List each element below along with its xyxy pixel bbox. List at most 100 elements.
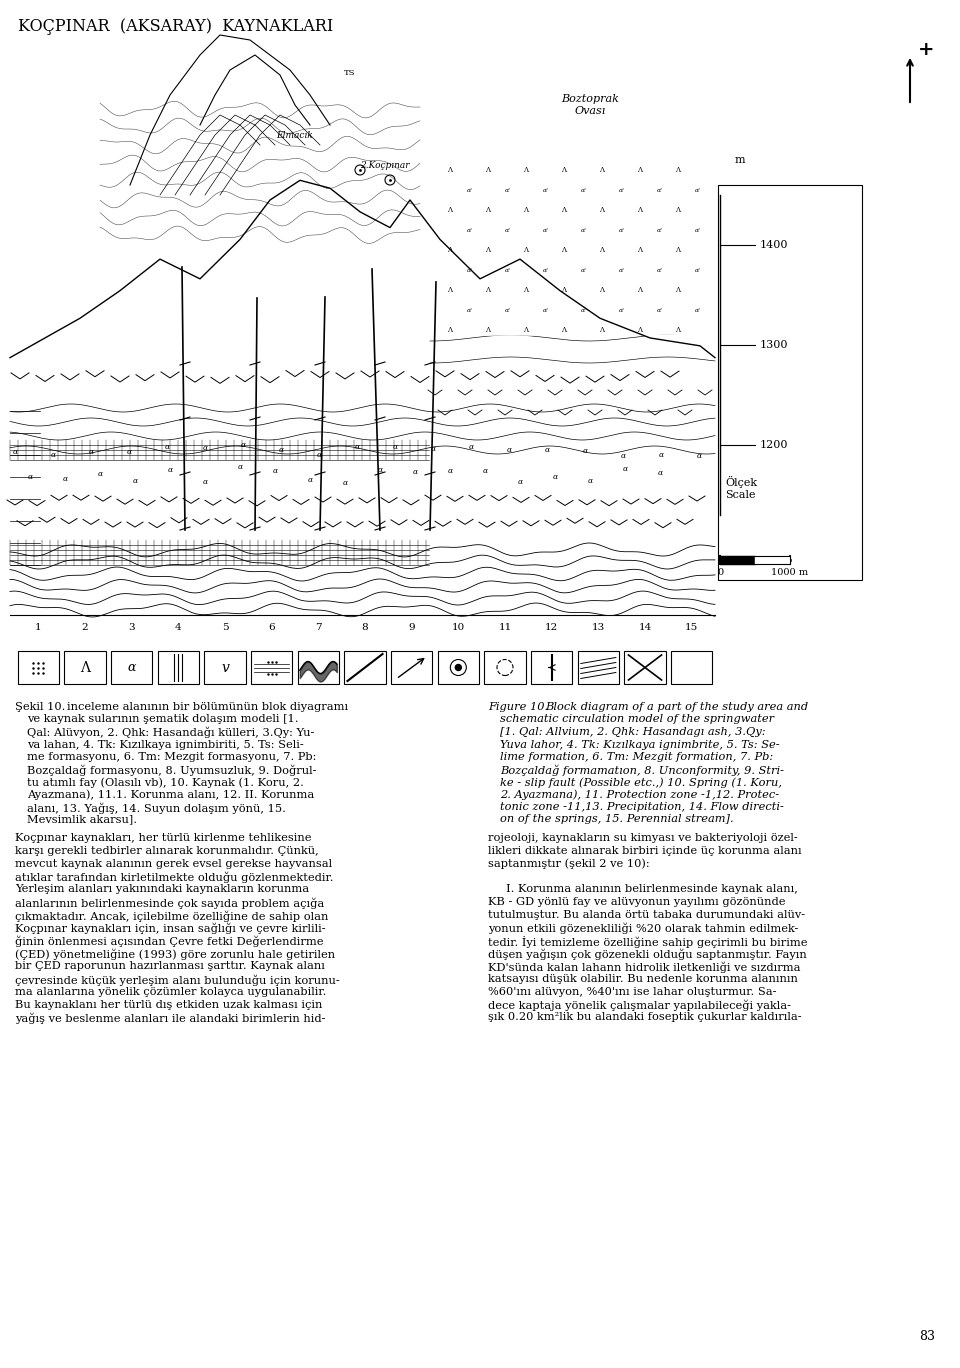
Text: Λ: Λ bbox=[599, 326, 605, 334]
Text: tutulmuştur. Bu alanda örtü tabaka durumundaki alüv-: tutulmuştur. Bu alanda örtü tabaka durum… bbox=[488, 910, 805, 921]
Text: Λ: Λ bbox=[486, 326, 491, 334]
Text: 8: 8 bbox=[362, 622, 369, 632]
Bar bbox=[10, 52, 820, 616]
Text: α': α' bbox=[505, 187, 511, 193]
Text: 12: 12 bbox=[545, 622, 559, 632]
Text: 1400: 1400 bbox=[760, 239, 788, 250]
Text: α': α' bbox=[581, 268, 587, 272]
Text: Bozçaldağ formasyonu, 8. Uyumsuzluk, 9. Doğrul-: Bozçaldağ formasyonu, 8. Uyumsuzluk, 9. … bbox=[27, 765, 317, 776]
Text: ve kaynak sularının şematik dolaşım modeli [1.: ve kaynak sularının şematik dolaşım mode… bbox=[27, 714, 299, 725]
Text: α: α bbox=[12, 449, 17, 456]
Text: Λ: Λ bbox=[637, 207, 642, 213]
Text: alanı, 13. Yağış, 14. Suyun dolaşım yönü, 15.: alanı, 13. Yağış, 14. Suyun dolaşım yönü… bbox=[27, 802, 286, 814]
Text: Λ: Λ bbox=[637, 246, 642, 254]
Text: Elmacık: Elmacık bbox=[276, 130, 313, 140]
Text: KB - GD yönlü fay ve alüvyonun yayılımı gözönünde: KB - GD yönlü fay ve alüvyonun yayılımı … bbox=[488, 897, 785, 907]
Bar bbox=[718, 185, 862, 580]
Text: α: α bbox=[273, 466, 277, 475]
Text: α: α bbox=[51, 451, 56, 460]
Text: Koçpınar kaynakları için, insan sağlığı ve çevre kirlili-: Koçpınar kaynakları için, insan sağlığı … bbox=[15, 923, 325, 934]
Text: I. Korunma alanının belirlenmesinde kaynak alanı,: I. Korunma alanının belirlenmesinde kayn… bbox=[488, 885, 798, 895]
Text: α': α' bbox=[543, 187, 549, 193]
Text: α': α' bbox=[467, 268, 473, 272]
Text: 1200: 1200 bbox=[760, 440, 788, 450]
Text: α: α bbox=[97, 471, 103, 479]
Text: Λ: Λ bbox=[562, 286, 566, 294]
Text: α: α bbox=[354, 443, 360, 451]
Text: schematic circulation model of the springwater: schematic circulation model of the sprin… bbox=[500, 714, 774, 725]
Text: Bu kaynaklanı her türlü dış etkiden uzak kalması için: Bu kaynaklanı her türlü dış etkiden uzak… bbox=[15, 1000, 323, 1010]
Text: saptanmıştır (şekil 2 ve 10):: saptanmıştır (şekil 2 ve 10): bbox=[488, 859, 650, 870]
Text: Λ: Λ bbox=[562, 246, 566, 254]
Text: α: α bbox=[127, 449, 132, 456]
Text: Λ: Λ bbox=[523, 207, 529, 213]
Text: α': α' bbox=[695, 268, 701, 272]
Text: Yerleşim alanları yakınındaki kaynakların korunma: Yerleşim alanları yakınındaki kaynakları… bbox=[15, 885, 309, 895]
Text: ke - slip fault (Possible etc.,) 10. Spring (1. Koru,: ke - slip fault (Possible etc.,) 10. Spr… bbox=[500, 777, 782, 788]
Text: Figure 10.: Figure 10. bbox=[488, 702, 548, 711]
Text: Λ: Λ bbox=[637, 166, 642, 174]
Bar bbox=[671, 651, 712, 684]
Text: 1000 m: 1000 m bbox=[772, 568, 808, 577]
Text: Boztoprak
Ovası: Boztoprak Ovası bbox=[561, 94, 619, 116]
Text: 2: 2 bbox=[82, 622, 88, 632]
Text: 7: 7 bbox=[315, 622, 322, 632]
Text: Λ: Λ bbox=[676, 286, 681, 294]
Text: ğinin önlenmesi açısından Çevre fetki Değerlendirme: ğinin önlenmesi açısından Çevre fetki De… bbox=[15, 936, 324, 947]
Text: v: v bbox=[221, 661, 228, 674]
Text: Λ: Λ bbox=[523, 326, 529, 334]
Text: α: α bbox=[468, 443, 473, 450]
Text: α: α bbox=[583, 447, 588, 456]
Text: α': α' bbox=[695, 308, 701, 312]
Bar bbox=[485, 651, 525, 684]
Text: α': α' bbox=[657, 268, 663, 272]
Text: α': α' bbox=[505, 308, 511, 312]
Text: α: α bbox=[517, 477, 522, 486]
Text: mevcut kaynak alanının gerek evsel gerekse hayvansal: mevcut kaynak alanının gerek evsel gerek… bbox=[15, 859, 332, 869]
Text: 14: 14 bbox=[638, 622, 652, 632]
Text: Λ: Λ bbox=[599, 166, 605, 174]
Text: α': α' bbox=[581, 187, 587, 193]
Text: 4: 4 bbox=[175, 622, 181, 632]
Text: Λ: Λ bbox=[486, 207, 491, 213]
Text: α': α' bbox=[619, 187, 625, 193]
Text: α: α bbox=[413, 468, 418, 476]
Text: Λ: Λ bbox=[523, 286, 529, 294]
Text: α': α' bbox=[543, 268, 549, 272]
Text: α: α bbox=[343, 479, 348, 487]
Text: tedir. İyi temizleme özelliğine sahip geçirimli bu birime: tedir. İyi temizleme özelliğine sahip ge… bbox=[488, 936, 807, 948]
Text: α: α bbox=[393, 443, 397, 451]
Text: α': α' bbox=[619, 227, 625, 233]
Text: Koçpınar kaynakları, her türlü kirlenme tehlikesine: Koçpınar kaynakları, her türlü kirlenme … bbox=[15, 833, 311, 843]
Text: α: α bbox=[307, 476, 313, 484]
Text: Qal: Alüvyon, 2. Qhk: Hasandağı külleri, 3.Qy: Yu-: Qal: Alüvyon, 2. Qhk: Hasandağı külleri,… bbox=[27, 726, 314, 739]
Text: yağış ve beslenme alanları ile alandaki birimlerin hid-: yağış ve beslenme alanları ile alandaki … bbox=[15, 1012, 325, 1025]
Text: Λ: Λ bbox=[676, 326, 681, 334]
Text: Λ: Λ bbox=[637, 326, 642, 334]
Text: α': α' bbox=[619, 268, 625, 272]
Text: +: + bbox=[918, 41, 934, 59]
Text: karşı gerekli tedbirler alınarak korunmalıdır. Çünkü,: karşı gerekli tedbirler alınarak korunma… bbox=[15, 845, 319, 856]
Text: 1: 1 bbox=[35, 622, 41, 632]
Text: α: α bbox=[544, 446, 549, 454]
Bar bbox=[578, 651, 619, 684]
Bar bbox=[252, 651, 292, 684]
Text: α: α bbox=[447, 468, 452, 475]
Bar bbox=[64, 651, 106, 684]
Text: tu atımlı fay (Olasılı vb), 10. Kaynak (1. Koru, 2.: tu atımlı fay (Olasılı vb), 10. Kaynak (… bbox=[27, 777, 304, 788]
Text: Ayazmana), 11.1. Korunma alanı, 12. II. Korunma: Ayazmana), 11.1. Korunma alanı, 12. II. … bbox=[27, 789, 314, 800]
Text: tonic zone -11,13. Precipitation, 14. Flow directi-: tonic zone -11,13. Precipitation, 14. Fl… bbox=[500, 802, 784, 813]
Text: α: α bbox=[203, 445, 207, 453]
Text: Şekil 10.: Şekil 10. bbox=[15, 702, 65, 711]
Text: Block diagram of a part of the study area and: Block diagram of a part of the study are… bbox=[545, 702, 808, 711]
Text: Yuva lahor, 4. Tk: Kızılkaya ignimbrite, 5. Ts: Se-: Yuva lahor, 4. Tk: Kızılkaya ignimbrite,… bbox=[500, 740, 780, 750]
Text: KOÇPINAR  (AKSARAY)  KAYNAKLARI: KOÇPINAR (AKSARAY) KAYNAKLARI bbox=[18, 18, 333, 36]
Text: 9: 9 bbox=[408, 622, 415, 632]
Text: α': α' bbox=[467, 308, 473, 312]
Bar bbox=[204, 651, 246, 684]
Text: α': α' bbox=[657, 308, 663, 312]
Text: Λ: Λ bbox=[447, 326, 452, 334]
Text: likleri dikkate alınarak birbiri içinde üç korunma alanı: likleri dikkate alınarak birbiri içinde … bbox=[488, 845, 802, 856]
Bar bbox=[111, 651, 153, 684]
Text: Λ: Λ bbox=[523, 246, 529, 254]
